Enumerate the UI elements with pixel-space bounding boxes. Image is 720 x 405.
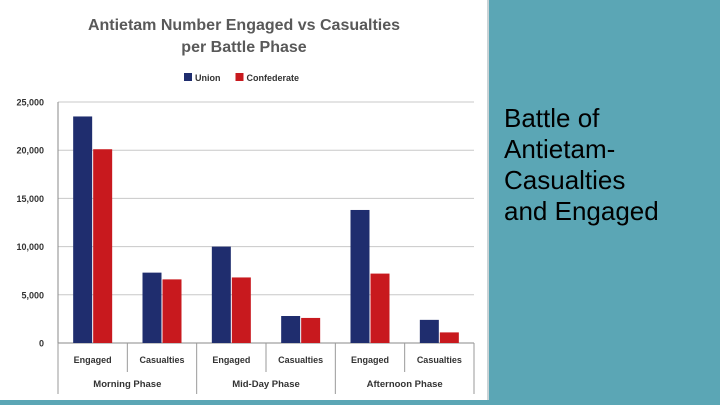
x-tick-label: Casualties (278, 355, 323, 365)
x-tick-label: Engaged (74, 355, 112, 365)
bar-confederate-3 (301, 317, 321, 343)
y-tick-label: 20,000 (16, 146, 44, 156)
bar-union-3 (281, 316, 301, 343)
bar-confederate-1 (162, 279, 182, 343)
slide-title-line: and Engaged (504, 196, 659, 226)
legend-swatch-confederate (235, 73, 244, 81)
legend-label-union: Union (195, 73, 221, 83)
bar-confederate-4 (370, 273, 390, 343)
x-group-label: Morning Phase (93, 379, 161, 390)
chart-panel: Antietam Number Engaged vs Casualties per… (0, 0, 489, 400)
y-tick-label: 0 (39, 339, 44, 349)
slide-title-line: Antietam- (504, 134, 616, 164)
bar-confederate-0 (93, 149, 113, 343)
bar-chart: Antietam Number Engaged vs Casualties per… (16, 17, 475, 394)
y-tick-label: 25,000 (16, 98, 44, 108)
x-group-label: Afternoon Phase (367, 379, 443, 390)
slide-title-line: Battle of (504, 103, 600, 133)
bar-union-0 (73, 116, 93, 344)
bar-confederate-5 (439, 332, 459, 343)
legend-label-confederate: Confederate (247, 73, 300, 83)
bar-confederate-2 (231, 277, 251, 343)
x-tick-label: Engaged (212, 355, 250, 365)
y-tick-label: 10,000 (16, 242, 44, 252)
legend-swatch-union (184, 73, 192, 81)
x-group-label: Mid-Day Phase (232, 379, 300, 390)
chart-title-line: Antietam Number Engaged vs Casualties (88, 17, 400, 34)
y-tick-label: 5,000 (21, 290, 44, 300)
y-tick-label: 15,000 (16, 194, 44, 204)
x-tick-label: Casualties (417, 355, 462, 365)
bar-union-1 (142, 272, 162, 343)
bar-union-4 (350, 209, 370, 343)
x-tick-label: Casualties (139, 355, 184, 365)
chart-title-line: per Battle Phase (181, 39, 306, 56)
bar-union-5 (419, 319, 439, 343)
slide-title-line: Casualties (504, 165, 626, 195)
slide-title: Battle of Antietam- Casualties and Engag… (504, 103, 714, 227)
bar-union-2 (211, 246, 231, 343)
x-tick-label: Engaged (351, 355, 389, 365)
